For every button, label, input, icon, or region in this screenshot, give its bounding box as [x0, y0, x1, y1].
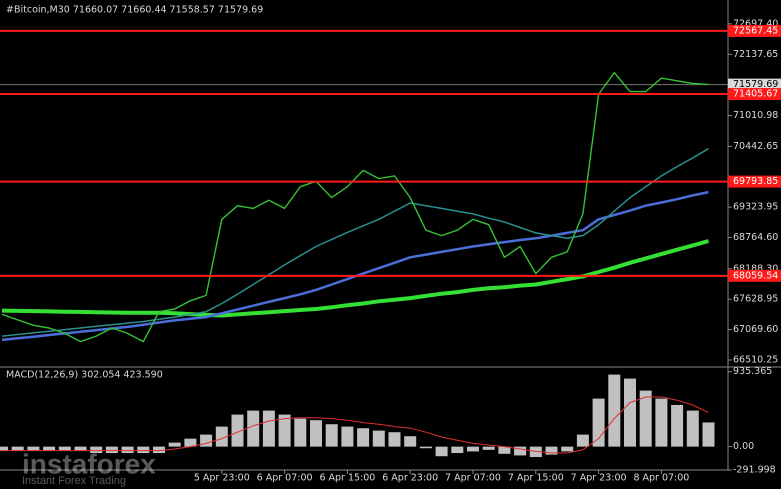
macd-bar — [404, 436, 417, 447]
watermark-logo: instaforex — [22, 448, 156, 479]
macd-bar — [121, 446, 134, 454]
y-tick-label: 72137.65 — [733, 49, 778, 60]
macd-signal — [2, 396, 709, 454]
x-tick-label: 7 Apr 07:00 — [445, 473, 501, 484]
y-tick-label: 68764.60 — [733, 232, 778, 243]
chart-title: #Bitcoin,M30 71660.07 71660.44 71558.57 … — [6, 5, 263, 16]
level-label-box — [728, 175, 781, 188]
macd-bar — [184, 438, 197, 447]
ma-fast — [1, 148, 709, 337]
x-tick-label: 6 Apr 23:00 — [382, 473, 438, 484]
y-tick-label: 72697.40 — [733, 18, 778, 29]
x-tick-label: 6 Apr 15:00 — [319, 473, 375, 484]
price-line — [1, 71, 709, 343]
macd-bar — [357, 428, 370, 447]
macd-bar — [388, 432, 401, 447]
macd-bar — [325, 424, 338, 447]
macd-bar — [671, 404, 684, 447]
macd-bar — [43, 446, 56, 451]
macd-bar — [231, 414, 244, 447]
macd-bar — [74, 446, 87, 451]
x-tick-label: 8 Apr 07:00 — [633, 473, 689, 484]
current-price-label: 71579.69 — [733, 79, 778, 90]
macd-bar — [262, 410, 275, 447]
y-tick-label: 67628.95 — [733, 294, 778, 305]
y-tick-label: -291.998 — [733, 464, 776, 475]
macd-bar — [482, 446, 495, 450]
x-tick-label: 7 Apr 23:00 — [571, 473, 627, 484]
macd-bar — [90, 446, 103, 454]
macd-bar — [592, 398, 605, 447]
watermark-tagline: Instant Forex Trading — [22, 475, 126, 487]
level-label: 68059.54 — [733, 270, 778, 281]
macd-bar — [639, 390, 652, 447]
x-tick-label: 6 Apr 07:00 — [257, 473, 313, 484]
x-tick-label: 5 Apr 23:00 — [194, 473, 250, 484]
current-price-box — [728, 78, 781, 91]
y-tick-label: 66510.25 — [733, 355, 778, 366]
level-label-box — [728, 269, 781, 282]
y-tick-label: 67069.60 — [733, 324, 778, 335]
macd-bar — [58, 446, 71, 451]
level-label-box — [728, 88, 781, 101]
y-tick-label: 935.365 — [733, 366, 772, 377]
macd-bar — [310, 420, 322, 447]
level-label: 69793.85 — [733, 176, 778, 187]
y-tick-label: 69323.95 — [733, 202, 778, 213]
y-tick-label: 70442.65 — [733, 141, 778, 152]
macd-bar — [0, 446, 8, 451]
macd-title: MACD(12,26,9) 302.054 423.590 — [6, 370, 163, 381]
macd-bar — [168, 442, 181, 447]
level-label-box — [728, 24, 781, 37]
macd-bar — [545, 446, 558, 455]
y-tick-label: 68188.30 — [733, 263, 778, 274]
x-tick-label: 7 Apr 15:00 — [508, 473, 564, 484]
macd-bar — [435, 446, 448, 457]
macd-bar — [686, 410, 699, 447]
macd-bar — [153, 446, 165, 454]
macd-bar — [11, 446, 24, 451]
macd-bar — [561, 446, 574, 452]
ma-slow — [1, 239, 710, 318]
macd-bar — [372, 430, 385, 447]
macd-bar — [247, 410, 260, 447]
macd-bar — [608, 374, 621, 447]
level-label: 71405.67 — [733, 89, 778, 100]
macd-bar — [655, 398, 668, 447]
macd-bar — [624, 378, 636, 447]
macd-bar — [278, 414, 291, 447]
macd-bar — [137, 446, 150, 454]
macd-bar — [467, 446, 479, 452]
macd-bar — [498, 446, 511, 454]
macd-bar — [294, 418, 307, 447]
macd-bar — [105, 446, 118, 454]
macd-bar — [27, 446, 40, 451]
macd-bar — [451, 446, 464, 454]
macd-bar — [419, 446, 432, 449]
macd-bar — [200, 434, 213, 447]
macd-bar — [215, 426, 228, 447]
y-tick-label: 0.00 — [733, 441, 754, 452]
macd-bar — [702, 422, 715, 447]
macd-bar — [514, 446, 527, 456]
macd-bar — [576, 434, 589, 447]
macd-bar — [341, 426, 354, 447]
y-tick-label: 71010.98 — [733, 110, 778, 121]
level-label: 72567.45 — [733, 25, 778, 36]
